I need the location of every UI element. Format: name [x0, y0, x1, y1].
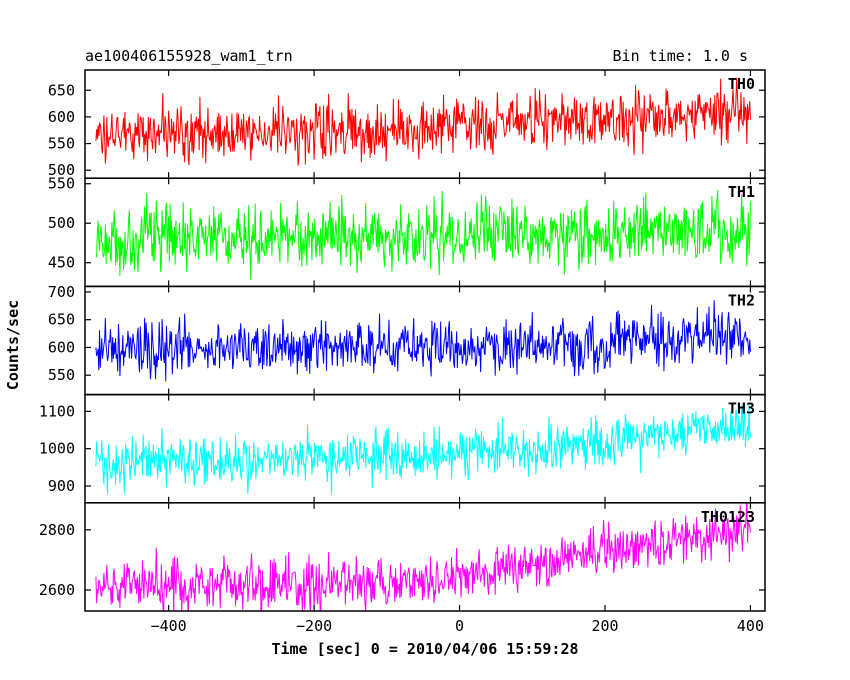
panel-th0123: 2600 2800 TH0123	[39, 502, 766, 612]
x-tick-label: −400	[151, 617, 187, 635]
panel-label: TH0123	[701, 508, 755, 526]
series-line-th0	[95, 77, 751, 166]
chart-title: ae100406155928_wam1_trn	[85, 47, 293, 65]
panel-th1: 450 500 550 TH1	[48, 175, 766, 288]
y-tick-label: 650	[48, 311, 75, 329]
bin-time-label: Bin time: 1.0 s	[613, 47, 748, 65]
panel-frame	[84, 502, 766, 612]
y-tick-label: 550	[48, 366, 75, 384]
y-tick-label: 600	[48, 108, 75, 126]
x-axis: −400 −200 0 200 400	[151, 617, 764, 635]
x-tick-label: 200	[591, 617, 618, 635]
series-line-th2	[95, 300, 751, 382]
series-line-th1	[95, 190, 751, 280]
y-tick-label: 2800	[39, 521, 75, 539]
panel-th2: 550 600 650 700 TH2	[48, 283, 766, 396]
y-tick-label: 550	[48, 175, 75, 193]
y-tick-label: 650	[48, 81, 75, 99]
panel-label: TH2	[728, 291, 755, 309]
y-tick-label: 500	[48, 161, 75, 179]
y-tick-label: 1000	[39, 440, 75, 458]
y-tick-label: 600	[48, 338, 75, 356]
x-tick-label: −200	[296, 617, 332, 635]
x-axis-label: Time [sec] 0 = 2010/04/06 15:59:28	[271, 640, 578, 658]
series-line-th3	[95, 403, 751, 495]
series-line-th0123	[95, 502, 751, 611]
panel-th3: 900 1000 1100 TH3	[39, 393, 766, 504]
y-tick-label: 1100	[39, 402, 75, 420]
y-tick-label: 700	[48, 283, 75, 301]
y-tick-label: 450	[48, 254, 75, 272]
y-tick-label: 550	[48, 135, 75, 153]
y-axis-label: Counts/sec	[4, 300, 22, 390]
panel-label: TH1	[728, 183, 755, 201]
y-tick-label: 2600	[39, 581, 75, 599]
y-tick-label: 900	[48, 477, 75, 495]
panel-label: TH3	[728, 400, 755, 418]
y-tick-label: 500	[48, 214, 75, 232]
panel-label: TH0	[728, 75, 755, 93]
panel-th0: 500 550 600 650 TH0	[48, 69, 766, 179]
x-tick-label: 0	[455, 617, 464, 635]
x-tick-label: 400	[737, 617, 764, 635]
